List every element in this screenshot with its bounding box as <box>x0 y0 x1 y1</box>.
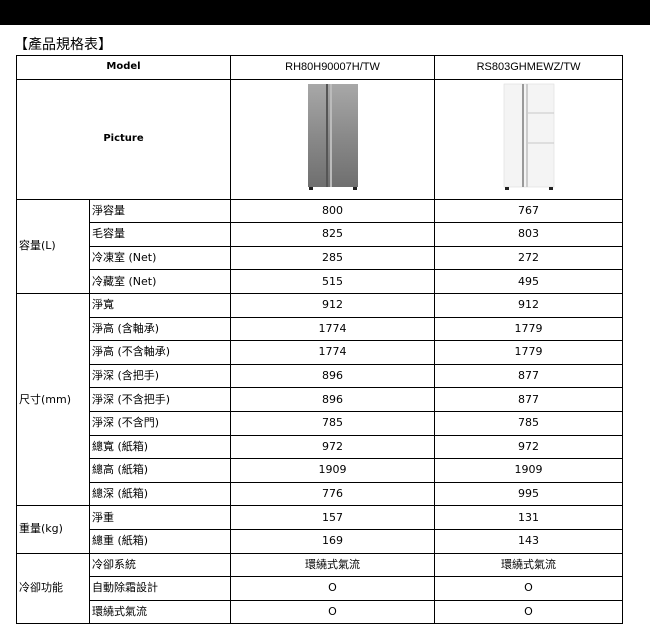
spec-value: 912 <box>434 292 624 318</box>
spec-value: 800 <box>230 198 436 224</box>
picture-label: Picture <box>15 78 232 200</box>
spec-row: 容量(L) 淨容量 800 767 <box>16 198 624 294</box>
page-title: 【產品規格表】 <box>14 37 112 53</box>
spec-row: 總深 (紙箱) 776 995 <box>17 481 624 507</box>
spec-value: 803 <box>434 222 624 247</box>
spec-label: 自動除霜設計 <box>88 576 232 601</box>
spec-row: 淨深 (含把手) 896 877 <box>17 363 624 389</box>
spec-row: 總重 (紙箱) 169 143 <box>17 528 624 554</box>
spec-label: 總寬 (紙箱) <box>88 434 232 460</box>
spec-label: 總深 (紙箱) <box>88 481 232 507</box>
spec-row: 冷卻功能 冷卻系統 環繞式氣流 環繞式氣流 <box>16 552 624 624</box>
spec-value: 776 <box>230 481 436 507</box>
spec-value: 877 <box>434 387 624 412</box>
spec-label: 總高 (紙箱) <box>88 458 232 483</box>
spec-value: 1779 <box>434 340 624 365</box>
spec-label: 淨重 <box>88 505 232 530</box>
spec-value: 995 <box>434 481 624 507</box>
spec-row: 環繞式氣流 O O <box>17 599 624 624</box>
spec-label: 環繞式氣流 <box>88 599 232 624</box>
spec-row: 總寬 (紙箱) 972 972 <box>17 434 624 460</box>
product-image-cell <box>434 78 624 200</box>
spec-value: O <box>434 576 624 601</box>
spec-label: 毛容量 <box>88 222 232 247</box>
spec-value: 767 <box>434 198 624 224</box>
spec-value: 1909 <box>230 458 436 483</box>
spec-value: 131 <box>434 505 624 530</box>
spec-value: 972 <box>230 434 436 460</box>
spec-value: 272 <box>434 245 624 271</box>
spec-row: 冷凍室 (Net) 285 272 <box>17 245 624 271</box>
spec-row: 自動除霜設計 O O <box>17 576 624 601</box>
spec-label: 淨深 (不含門) <box>88 410 232 436</box>
spec-label: 淨深 (含把手) <box>88 363 232 389</box>
spec-value: 1774 <box>230 340 436 365</box>
spec-value: 896 <box>230 387 436 412</box>
spec-row: 毛容量 825 803 <box>17 222 624 247</box>
spec-value: 912 <box>230 292 436 318</box>
spec-row: 總高 (紙箱) 1909 1909 <box>17 458 624 483</box>
spec-value: 825 <box>230 222 436 247</box>
product-image-cell <box>230 78 436 200</box>
spec-value: O <box>230 576 436 601</box>
spec-value: 環繞式氣流 <box>230 552 436 578</box>
spec-value: 285 <box>230 245 436 271</box>
spec-value: 1909 <box>434 458 624 483</box>
model-name: RS803GHMEWZ/TW <box>434 55 624 80</box>
stainless-fridge-image <box>307 84 358 191</box>
spec-value: 143 <box>434 528 624 554</box>
spec-row: 尺寸(mm) 淨寬 912 912 <box>16 292 624 507</box>
group-label: 尺寸(mm) <box>16 292 90 507</box>
spec-value: 環繞式氣流 <box>434 552 624 578</box>
group-label: 冷卻功能 <box>16 552 90 624</box>
spec-value: 877 <box>434 363 624 389</box>
spec-row: 淨高 (不含軸承) 1774 1779 <box>17 340 624 365</box>
model-row: Model RH80H90007H/TW RS803GHMEWZ/TW <box>15 55 624 80</box>
spec-row: 重量(kg) 淨重 157 131 <box>16 505 624 554</box>
spec-label: 淨高 (含軸承) <box>88 316 232 342</box>
model-name: RH80H90007H/TW <box>230 55 436 80</box>
picture-row: Picture <box>15 78 624 200</box>
spec-row: 淨深 (不含門) 785 785 <box>17 410 624 436</box>
spec-label: 冷凍室 (Net) <box>88 245 232 271</box>
spec-value: 785 <box>434 410 624 436</box>
group-label: 重量(kg) <box>16 505 90 554</box>
white-fridge-image <box>503 83 554 191</box>
spec-value: 972 <box>434 434 624 460</box>
top-bar <box>0 0 650 25</box>
spec-row: 淨高 (含軸承) 1774 1779 <box>17 316 624 342</box>
spec-value: 1779 <box>434 316 624 342</box>
spec-value: O <box>434 599 624 624</box>
model-label: Model <box>15 55 232 80</box>
spec-value: 157 <box>230 505 436 530</box>
spec-value: 896 <box>230 363 436 389</box>
spec-label: 冷藏室 (Net) <box>88 269 232 294</box>
spec-label: 淨寬 <box>88 292 232 318</box>
spec-label: 淨深 (不含把手) <box>88 387 232 412</box>
spec-value: 785 <box>230 410 436 436</box>
group-label: 容量(L) <box>16 198 90 294</box>
spec-row: 冷藏室 (Net) 515 495 <box>17 269 624 294</box>
spec-value: 1774 <box>230 316 436 342</box>
spec-label: 冷卻系統 <box>88 552 232 578</box>
spec-value: 495 <box>434 269 624 294</box>
spec-label: 淨高 (不含軸承) <box>88 340 232 365</box>
spec-value: 515 <box>230 269 436 294</box>
spec-label: 總重 (紙箱) <box>88 528 232 554</box>
spec-label: 淨容量 <box>88 198 232 224</box>
spec-table: Model RH80H90007H/TW RS803GHMEWZ/TW Pict… <box>15 55 624 624</box>
spec-value: O <box>230 599 436 624</box>
spec-value: 169 <box>230 528 436 554</box>
spec-row: 淨深 (不含把手) 896 877 <box>17 387 624 412</box>
